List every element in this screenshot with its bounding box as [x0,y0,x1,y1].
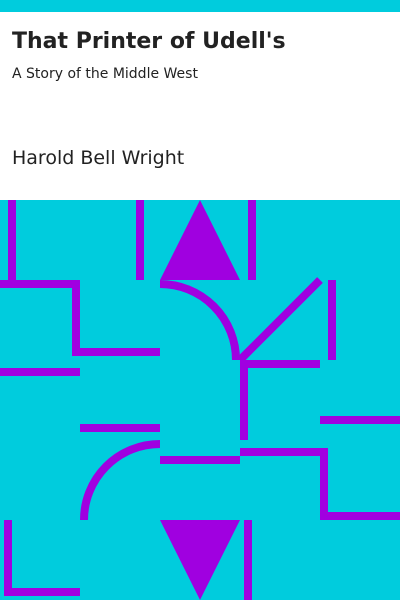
pattern-line [0,280,160,356]
pattern-line [4,520,80,596]
book-author: Harold Bell Wright [12,147,185,169]
pattern-triangle-up [160,200,240,280]
pattern-shapes [0,200,400,600]
book-subtitle: A Story of the Middle West [12,66,198,82]
cover-pattern [0,200,400,600]
top-accent-bar [0,0,400,12]
pattern-line [240,448,400,520]
pattern-line [237,277,323,363]
pattern-arc [159,280,240,361]
pattern-arc [80,440,161,521]
pattern-triangle-down [160,520,240,600]
book-title: That Printer of Udell's [12,29,286,54]
